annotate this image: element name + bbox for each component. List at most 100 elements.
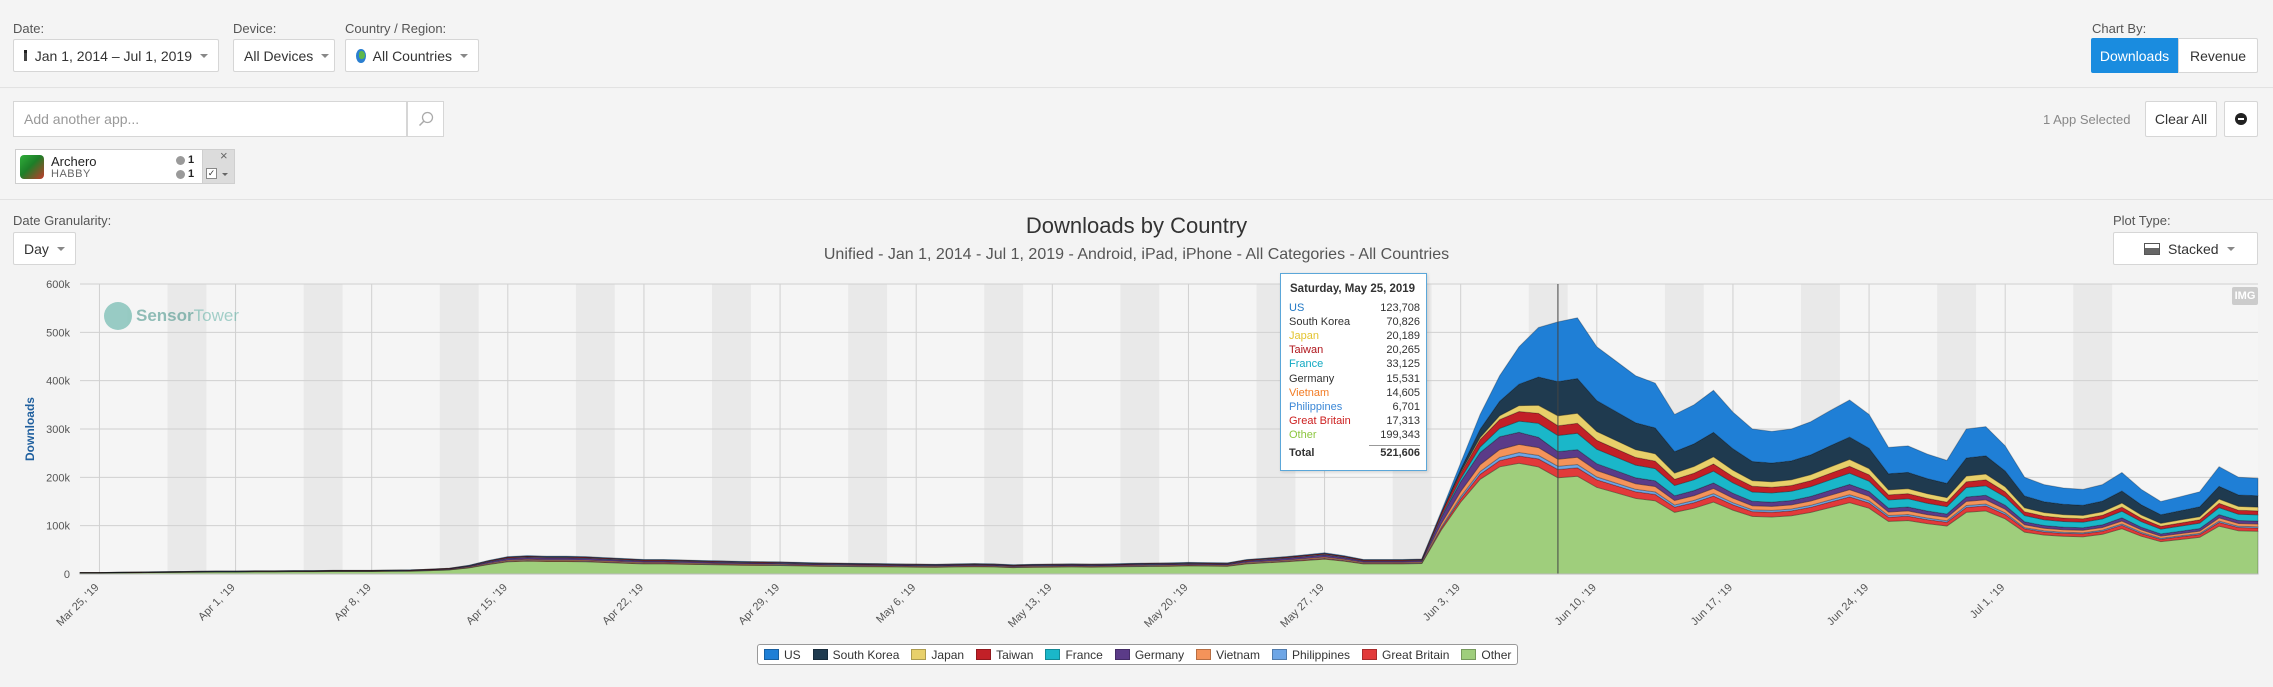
- legend-item-philippines[interactable]: Philippines: [1271, 647, 1351, 662]
- y-tick-label: 600k: [46, 279, 70, 291]
- x-tick-label: Apr 8, '19: [332, 582, 374, 624]
- series-area-us: [80, 317, 2259, 574]
- x-tick-label: May 13, '19: [1006, 582, 1054, 630]
- legend-item-france[interactable]: France: [1045, 647, 1103, 662]
- globe-icon: [356, 48, 366, 63]
- ios-count-value: 1: [188, 154, 195, 166]
- legend-item-japan[interactable]: Japan: [911, 648, 964, 662]
- tooltip-total-value: 521,606: [1380, 447, 1420, 459]
- legend-swatch: [764, 649, 779, 660]
- legend-item-other[interactable]: Other: [1461, 648, 1511, 662]
- chevron-down-icon[interactable]: [222, 173, 228, 176]
- tooltip-row: Japan 20,189: [1289, 330, 1420, 344]
- tooltip-row: Other 199,343: [1289, 429, 1420, 443]
- legend-swatch: [812, 649, 828, 660]
- device-value: All Devices: [244, 47, 314, 64]
- export-image-button[interactable]: IMG: [2232, 287, 2258, 305]
- downloads-chart[interactable]: 0 100k 200k 300k 400k 500k 600k Downloads Mar 25…: [0, 270, 2273, 640]
- x-tick-label: Apr 15, '19: [464, 582, 510, 628]
- tooltip-value: 15,531: [1386, 372, 1420, 385]
- legend-item-germany[interactable]: Germany: [1114, 648, 1184, 662]
- country-value: All Countries: [372, 47, 452, 64]
- x-tick-label: May 6, '19: [874, 582, 918, 626]
- legend-swatch: [1196, 649, 1212, 660]
- tooltip-country: Vietnam: [1289, 386, 1330, 399]
- legend-item-vietnam[interactable]: Vietnam: [1196, 648, 1260, 662]
- legend-label: France: [1065, 647, 1103, 662]
- sensortower-watermark: Sensor Tower: [104, 302, 239, 330]
- legend-swatch: [1271, 649, 1287, 660]
- date-range-value: Jan 1, 2014 – Jul 1, 2019: [34, 47, 192, 64]
- legend-label: Japan: [931, 647, 965, 662]
- x-tick-label: Jul 1, '19: [1968, 582, 2007, 621]
- device-label: Device:: [233, 21, 277, 36]
- tooltip-country: US: [1289, 302, 1305, 314]
- tooltip-value: 14,605: [1386, 386, 1420, 399]
- legend-swatch: [976, 649, 992, 660]
- chart-title: Downloads by Country: [1025, 213, 1248, 238]
- device-dropdown[interactable]: All Devices: [233, 39, 335, 72]
- chart-by-downloads-button[interactable]: Downloads: [2091, 38, 2178, 73]
- plot-type-dropdown[interactable]: Stacked: [2113, 232, 2258, 265]
- granularity-dropdown[interactable]: Day: [13, 232, 76, 265]
- x-tick-label: Jun 10, '19: [1553, 582, 1599, 628]
- apple-icon: [176, 155, 185, 165]
- x-tick-label: May 20, '19: [1142, 582, 1190, 630]
- granularity-label: Date Granularity:: [13, 213, 112, 228]
- tooltip-row: Philippines 6,701: [1289, 401, 1420, 415]
- y-tick-label: 300k: [46, 424, 70, 436]
- checkbox-icon[interactable]: ✓: [206, 168, 217, 179]
- legend-swatch: [1114, 649, 1130, 660]
- search-icon: [418, 111, 433, 127]
- selected-app-chip[interactable]: Archero HABBY 1 1: [15, 149, 203, 184]
- chart-by-revenue-button[interactable]: Revenue: [2178, 38, 2258, 73]
- search-button[interactable]: [407, 101, 444, 137]
- tooltip-value: 17,313: [1386, 414, 1420, 427]
- legend-item-us[interactable]: US: [764, 648, 801, 662]
- plot-type-value: Stacked: [2168, 240, 2219, 257]
- legend-item-great-britain[interactable]: Great Britain: [1362, 648, 1449, 662]
- x-tick-label: Mar 25, '19: [54, 582, 101, 629]
- tooltip-country: Other: [1289, 428, 1317, 441]
- tooltip-date: Saturday, May 25, 2019: [1290, 283, 1416, 295]
- tooltip-row: France 33,125: [1289, 358, 1420, 372]
- tooltip-country: Philippines: [1289, 400, 1343, 413]
- calendar-icon: [24, 50, 27, 61]
- add-app-search-input[interactable]: [13, 101, 407, 137]
- tooltip-country: South Korea: [1289, 316, 1351, 329]
- tooltip-row: Taiwan 20,265: [1289, 344, 1420, 358]
- tooltip-value: 199,343: [1380, 428, 1420, 441]
- legend-label: US: [784, 647, 801, 662]
- y-axis-title: Downloads: [23, 397, 37, 461]
- collapse-button[interactable]: [2224, 101, 2258, 137]
- legend-swatch: [1045, 649, 1061, 660]
- chevron-down-icon: [321, 53, 330, 58]
- chevron-down-icon: [460, 53, 468, 58]
- watermark-text-b: Tower: [193, 306, 239, 325]
- country-dropdown[interactable]: All Countries: [345, 39, 479, 72]
- tooltip-total-label: Total: [1289, 447, 1315, 459]
- sensortower-logo-icon: [104, 302, 132, 330]
- date-range-dropdown[interactable]: Jan 1, 2014 – Jul 1, 2019: [13, 39, 219, 72]
- app-name: Archero: [51, 154, 97, 169]
- x-tick-label: Jun 24, '19: [1825, 582, 1871, 628]
- tooltip-country: Germany: [1289, 372, 1335, 385]
- legend-swatch: [1362, 649, 1378, 660]
- legend-item-south-korea[interactable]: South Korea: [812, 648, 899, 662]
- tooltip-row: US 123,708: [1289, 302, 1420, 316]
- tooltip-value: 123,708: [1380, 302, 1420, 314]
- legend-label: Taiwan: [996, 647, 1034, 662]
- tooltip-divider: [1369, 445, 1420, 446]
- legend-item-taiwan[interactable]: Taiwan: [976, 648, 1033, 662]
- minus-circle-icon: [2235, 113, 2247, 125]
- chevron-down-icon: [56, 246, 65, 251]
- y-tick-label: 100k: [46, 521, 70, 533]
- legend-label: Philippines: [1291, 647, 1351, 662]
- app-publisher: HABBY: [51, 168, 91, 180]
- filter-bar: [0, 0, 2273, 88]
- date-label: Date:: [13, 21, 45, 36]
- close-icon[interactable]: ×: [220, 148, 228, 163]
- tooltip-row: Germany 15,531: [1289, 373, 1420, 387]
- clear-all-button[interactable]: Clear All: [2145, 101, 2217, 137]
- tooltip-total-row: Total 521,606: [1289, 447, 1420, 461]
